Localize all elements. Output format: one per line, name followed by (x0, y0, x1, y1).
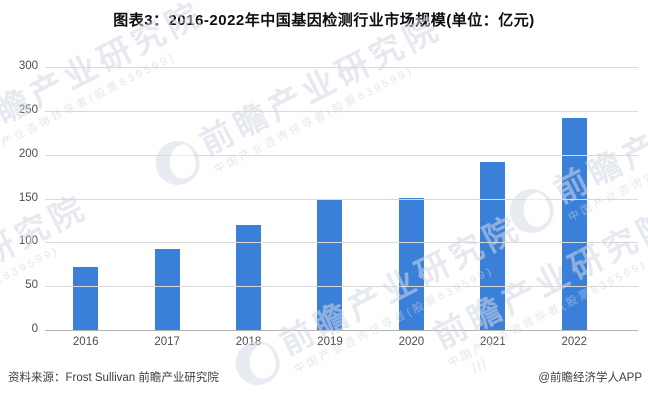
x-tick-label-2018: 2018 (235, 336, 262, 348)
y-tick-label-150: 150 (18, 191, 38, 204)
bar-2019 (317, 199, 343, 330)
bar-2022 (561, 117, 587, 330)
chart-title: 图表3：2016-2022年中国基因检测行业市场规模(单位：亿元) (113, 12, 535, 29)
gridline-300 (45, 67, 638, 68)
y-tick-label-100: 100 (18, 235, 38, 248)
x-tick-label-2021: 2021 (480, 336, 506, 348)
gridline-50 (45, 286, 638, 288)
x-tick-label-2020: 2020 (398, 336, 425, 348)
gridline-200 (45, 154, 638, 156)
x-tick-label-2019: 2019 (317, 336, 343, 348)
x-tick-label-2016: 2016 (72, 336, 99, 348)
x-axis-line (45, 330, 638, 331)
y-tick-label-0: 0 (31, 323, 38, 335)
x-tick-label-2017: 2017 (154, 336, 180, 348)
y-tick-label-50: 50 (25, 279, 38, 292)
y-tick-label-250: 250 (18, 103, 38, 116)
x-axis-labels: 2016 2017 2018 2019 2020 2021 2022 (45, 336, 615, 348)
x-tick-label-2022: 2022 (561, 336, 588, 348)
bar-2017 (154, 249, 180, 330)
source-note: 资料来源：Frost Sullivan 前瞻产业研究院 (8, 372, 219, 384)
gridline-150 (45, 198, 638, 200)
bars-container (45, 67, 615, 330)
bar-2018 (236, 224, 262, 330)
bar-2021 (480, 161, 506, 330)
bar-2016 (73, 266, 99, 330)
credit-note: @前瞻经济学人APP (538, 372, 642, 384)
y-tick-label-200: 200 (18, 147, 38, 160)
y-tick-label-300: 300 (18, 60, 38, 72)
bar-2020 (398, 197, 424, 330)
gridline-250 (45, 110, 638, 112)
gridline-100 (45, 242, 638, 244)
